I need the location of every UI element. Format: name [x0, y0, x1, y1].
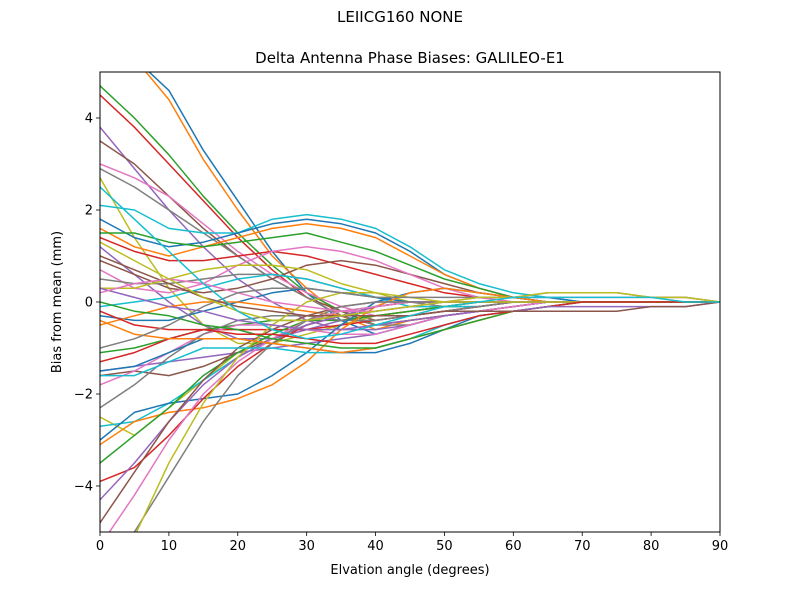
- y-axis-ticks: −4 −2 0 2 4: [74, 112, 100, 495]
- x-tick-label: 40: [367, 539, 384, 554]
- x-axis-ticks: 0 10 20 30 40 50 60 70 80 90: [96, 532, 728, 554]
- series-line-49: [100, 241, 720, 322]
- series-line-16: [100, 259, 720, 303]
- x-tick-label: 10: [161, 539, 178, 554]
- y-tick-label: 4: [85, 112, 93, 127]
- x-tick-label: 70: [574, 539, 591, 554]
- series-line-5: [100, 126, 720, 331]
- series-layer: [100, 72, 720, 532]
- y-tick-label: −2: [74, 388, 93, 403]
- series-line-36: [100, 301, 720, 524]
- x-tick-label: 80: [643, 539, 660, 554]
- x-tick-label: 90: [712, 539, 729, 554]
- series-line-45: [100, 287, 720, 331]
- x-tick-label: 0: [96, 539, 104, 554]
- y-tick-label: 2: [85, 204, 93, 219]
- chart-title: Delta Antenna Phase Biases: GALILEO-E1: [255, 49, 565, 67]
- x-tick-label: 60: [505, 539, 522, 554]
- series-line-2: [144, 72, 720, 331]
- x-tick-label: 50: [436, 539, 453, 554]
- series-line-10: [100, 204, 720, 303]
- x-tick-label: 30: [298, 539, 315, 554]
- x-axis-label: Elvation angle (degrees): [330, 563, 489, 578]
- series-line-50: [100, 186, 720, 340]
- y-tick-label: 0: [85, 296, 93, 311]
- series-line-44: [100, 301, 720, 345]
- x-tick-label: 20: [230, 539, 247, 554]
- y-tick-label: −4: [74, 480, 93, 495]
- y-axis-label: Bias from mean (mm): [50, 231, 65, 373]
- series-line-3: [100, 85, 720, 326]
- figure-suptitle: LEIICG160 NONE: [337, 8, 463, 26]
